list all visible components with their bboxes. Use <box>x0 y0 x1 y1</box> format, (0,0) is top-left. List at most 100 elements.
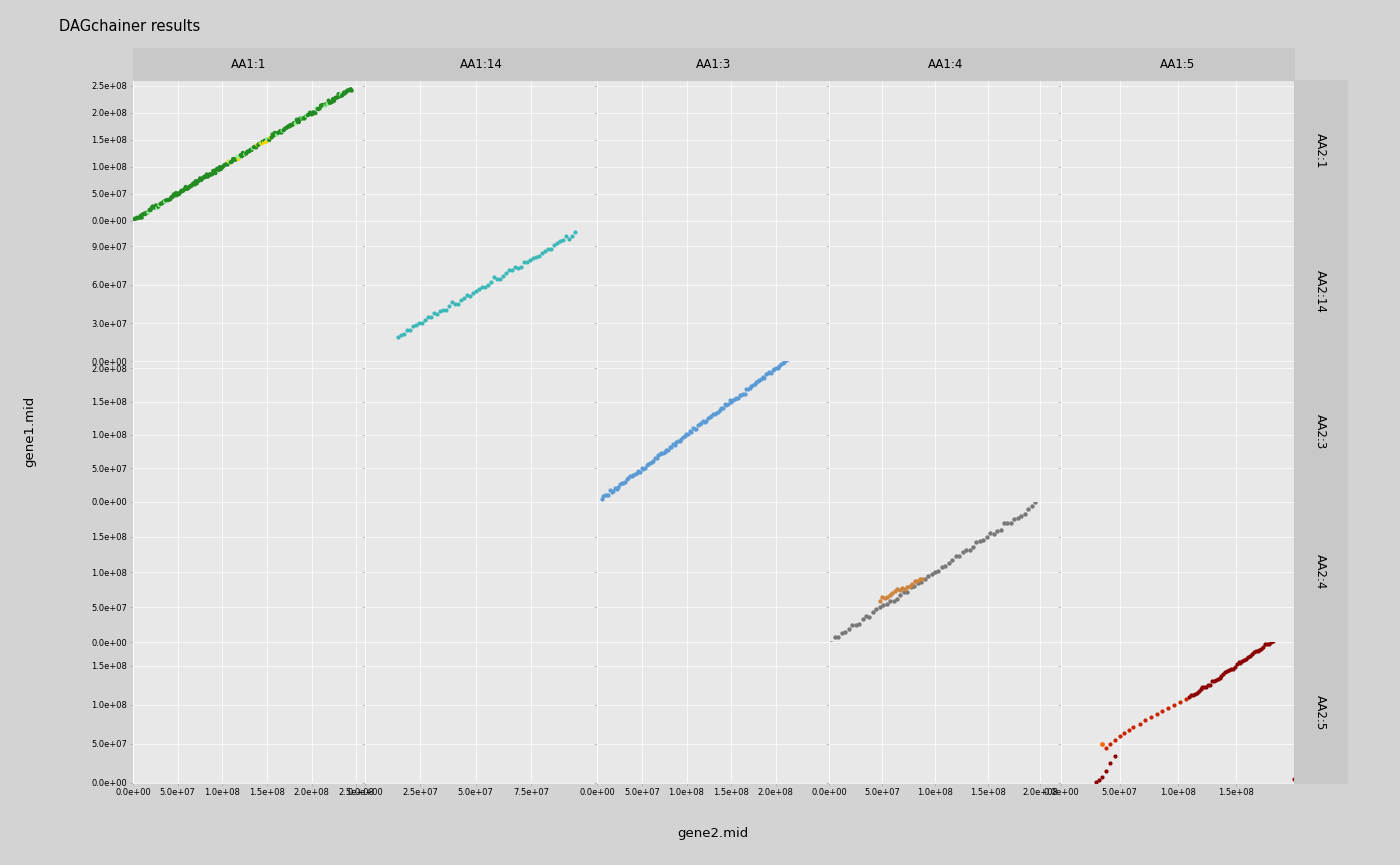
Point <box>1282 772 1305 785</box>
Point <box>399 323 421 336</box>
Point <box>220 156 242 170</box>
Point <box>672 431 694 445</box>
Point <box>1193 680 1215 694</box>
Point <box>1186 686 1208 700</box>
Point <box>752 369 774 383</box>
Point <box>232 146 255 160</box>
Point <box>1249 643 1271 657</box>
Point <box>148 198 171 212</box>
Point <box>703 407 725 420</box>
Point <box>1217 664 1239 678</box>
Point <box>701 407 724 421</box>
Point <box>272 124 294 138</box>
Point <box>510 260 532 273</box>
Point <box>287 115 309 129</box>
Point <box>965 535 987 549</box>
Point <box>941 554 963 567</box>
Point <box>449 293 472 307</box>
Point <box>1021 499 1043 513</box>
Point <box>130 211 153 225</box>
Point <box>756 366 778 380</box>
Point <box>874 591 896 605</box>
Point <box>319 95 342 109</box>
Point <box>917 569 939 583</box>
Point <box>669 433 692 447</box>
Point <box>386 330 409 344</box>
Point <box>1203 674 1225 688</box>
Point <box>525 250 547 264</box>
Point <box>620 469 643 483</box>
Point <box>438 299 461 313</box>
Point <box>1099 756 1121 770</box>
Point <box>892 581 914 595</box>
Point <box>948 549 970 563</box>
Point <box>428 304 451 317</box>
Point <box>599 484 622 497</box>
Point <box>308 102 330 116</box>
Point <box>1197 678 1219 692</box>
Point <box>990 523 1012 537</box>
Point <box>314 99 336 112</box>
Point <box>151 195 174 209</box>
Point <box>248 138 270 152</box>
Point <box>650 446 672 460</box>
Point <box>778 351 801 365</box>
Point <box>330 89 353 103</box>
Point <box>214 157 237 171</box>
Point <box>267 125 290 139</box>
Point <box>253 133 276 147</box>
Point <box>1256 638 1278 651</box>
Point <box>1113 726 1135 740</box>
Point <box>134 208 157 221</box>
Point <box>1254 637 1277 650</box>
Point <box>132 208 154 221</box>
Point <box>955 543 977 557</box>
Point <box>1103 733 1126 746</box>
Point <box>405 318 427 332</box>
Point <box>931 560 953 573</box>
Point <box>217 155 239 169</box>
Point <box>619 469 641 483</box>
Point <box>592 490 615 503</box>
Point <box>477 279 500 292</box>
Point <box>283 116 305 130</box>
Point <box>218 155 241 169</box>
Point <box>298 106 321 119</box>
Point <box>454 292 476 305</box>
Point <box>412 317 434 330</box>
Point <box>255 135 277 149</box>
Point <box>732 388 755 401</box>
Point <box>1187 684 1210 698</box>
Point <box>781 348 804 362</box>
Point <box>423 306 445 320</box>
Point <box>902 577 924 591</box>
Point <box>673 429 696 443</box>
Point <box>1130 716 1152 730</box>
Point <box>1229 657 1252 670</box>
Point <box>767 361 790 375</box>
Point <box>1198 678 1221 692</box>
Point <box>171 183 193 197</box>
Point <box>242 141 265 155</box>
Point <box>979 526 1001 540</box>
Point <box>456 288 479 302</box>
Point <box>886 582 909 596</box>
Point <box>699 410 721 424</box>
Text: AA2:5: AA2:5 <box>1313 695 1327 730</box>
Point <box>301 107 323 121</box>
Point <box>211 161 234 175</box>
Point <box>161 190 183 204</box>
Point <box>241 143 263 157</box>
Point <box>175 182 197 195</box>
Point <box>648 447 671 461</box>
Point <box>913 573 935 586</box>
Point <box>203 163 225 177</box>
Point <box>706 407 728 420</box>
Point <box>269 124 291 138</box>
Point <box>273 122 295 136</box>
Point <box>221 152 244 166</box>
Point <box>459 289 482 303</box>
Point <box>246 138 269 151</box>
Point <box>591 492 613 506</box>
Point <box>444 297 466 311</box>
